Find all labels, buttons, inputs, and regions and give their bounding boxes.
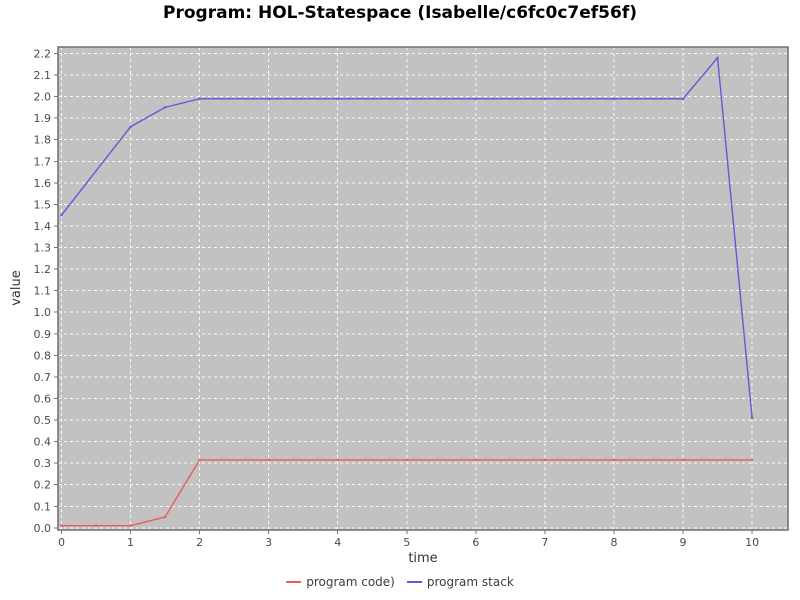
svg-text:6: 6 — [472, 536, 479, 549]
svg-text:5: 5 — [403, 536, 410, 549]
y-tick-labels: 0.0 0.1 0.2 0.3 0.4 0.5 0.6 0.7 0.8 0.9 1.0 1.1 1.2 1… — [34, 47, 52, 534]
svg-text:2.0: 2.0 — [34, 91, 52, 104]
svg-text:0.1: 0.1 — [34, 500, 52, 513]
svg-text:0.5: 0.5 — [34, 414, 52, 427]
svg-text:1: 1 — [127, 536, 134, 549]
svg-text:0.6: 0.6 — [34, 392, 52, 405]
legend-item-program-code: program code) — [286, 575, 395, 589]
svg-text:10: 10 — [745, 536, 759, 549]
legend-line-blue — [406, 581, 422, 583]
x-tick-labels: 0 1 2 3 4 5 6 7 8 9 10 — [58, 536, 759, 549]
svg-text:9: 9 — [680, 536, 687, 549]
legend-label-program-stack: program stack — [426, 575, 514, 589]
series-program-code — [60, 458, 754, 527]
x-axis-label: time — [408, 551, 438, 566]
legend-item-program-stack: program stack — [406, 575, 514, 589]
svg-text:1.7: 1.7 — [34, 155, 52, 168]
svg-text:0.3: 0.3 — [34, 457, 52, 470]
svg-text:0.0: 0.0 — [34, 522, 52, 535]
plot-background — [58, 47, 788, 530]
svg-text:0.7: 0.7 — [34, 371, 52, 384]
svg-text:1.1: 1.1 — [34, 285, 52, 298]
svg-text:0: 0 — [58, 536, 65, 549]
series-program-stack — [60, 56, 754, 420]
svg-text:2.1: 2.1 — [34, 69, 52, 82]
svg-text:1.5: 1.5 — [34, 198, 52, 211]
svg-text:2.2: 2.2 — [34, 47, 52, 60]
legend-label-program-code: program code) — [306, 575, 395, 589]
svg-text:0.2: 0.2 — [34, 479, 52, 492]
chart-title: Program: HOL-Statespace (Isabelle/c6fc0c… — [163, 3, 637, 23]
svg-text:1.8: 1.8 — [34, 134, 52, 147]
legend-line-red — [286, 581, 302, 583]
legend: program code) program stack — [0, 575, 800, 589]
svg-text:1.3: 1.3 — [34, 242, 52, 255]
svg-text:7: 7 — [541, 536, 548, 549]
svg-text:2: 2 — [196, 536, 203, 549]
svg-text:0.4: 0.4 — [34, 436, 52, 449]
y-axis-label: value — [9, 270, 24, 306]
svg-text:1.4: 1.4 — [34, 220, 52, 233]
svg-text:3: 3 — [265, 536, 272, 549]
svg-text:1.0: 1.0 — [34, 306, 52, 319]
svg-text:1.6: 1.6 — [34, 177, 52, 190]
svg-text:1.2: 1.2 — [34, 263, 52, 276]
plot-border — [57, 46, 789, 531]
svg-text:1.9: 1.9 — [34, 112, 52, 125]
gridlines — [58, 47, 788, 530]
svg-text:0.8: 0.8 — [34, 349, 52, 362]
svg-text:4: 4 — [334, 536, 341, 549]
svg-text:8: 8 — [610, 536, 617, 549]
svg-text:0.9: 0.9 — [34, 328, 52, 341]
